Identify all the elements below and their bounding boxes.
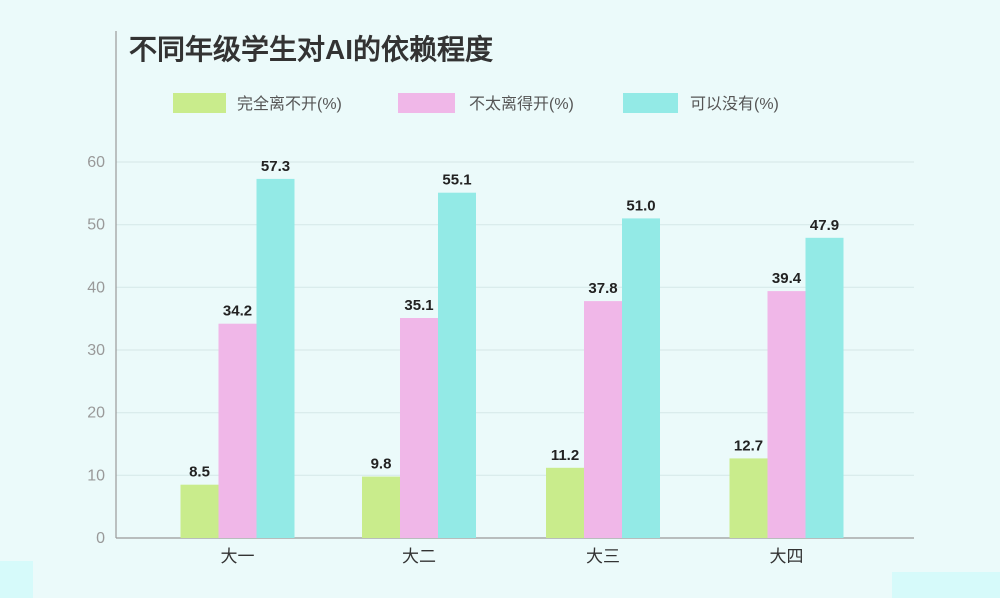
svg-text:12.7: 12.7 (734, 437, 763, 454)
svg-text:57.3: 57.3 (261, 158, 290, 175)
svg-text:20: 20 (87, 405, 105, 422)
svg-text:39.4: 39.4 (772, 270, 802, 287)
svg-text:可以没有(%): 可以没有(%) (690, 95, 779, 113)
svg-text:51.0: 51.0 (626, 197, 655, 214)
svg-text:大一: 大一 (221, 547, 255, 566)
svg-text:40: 40 (87, 279, 105, 296)
svg-text:37.8: 37.8 (588, 280, 617, 297)
svg-text:完全离不开(%): 完全离不开(%) (237, 95, 342, 113)
svg-text:47.9: 47.9 (810, 217, 839, 234)
svg-text:60: 60 (87, 154, 105, 171)
svg-text:34.2: 34.2 (223, 303, 252, 320)
svg-text:大二: 大二 (402, 547, 436, 566)
svg-text:8.5: 8.5 (189, 464, 210, 481)
svg-text:10: 10 (87, 467, 105, 484)
svg-text:不太离得开(%): 不太离得开(%) (469, 95, 574, 113)
svg-text:大三: 大三 (586, 547, 620, 566)
svg-text:9.8: 9.8 (371, 456, 392, 473)
svg-text:35.1: 35.1 (404, 297, 433, 314)
svg-text:大四: 大四 (770, 547, 804, 566)
svg-text:0: 0 (96, 530, 105, 547)
svg-text:11.2: 11.2 (551, 447, 579, 464)
svg-text:55.1: 55.1 (442, 172, 471, 189)
svg-text:不同年级学生对AI的依赖程度: 不同年级学生对AI的依赖程度 (129, 33, 493, 65)
svg-text:50: 50 (87, 217, 105, 234)
svg-text:30: 30 (87, 342, 105, 359)
